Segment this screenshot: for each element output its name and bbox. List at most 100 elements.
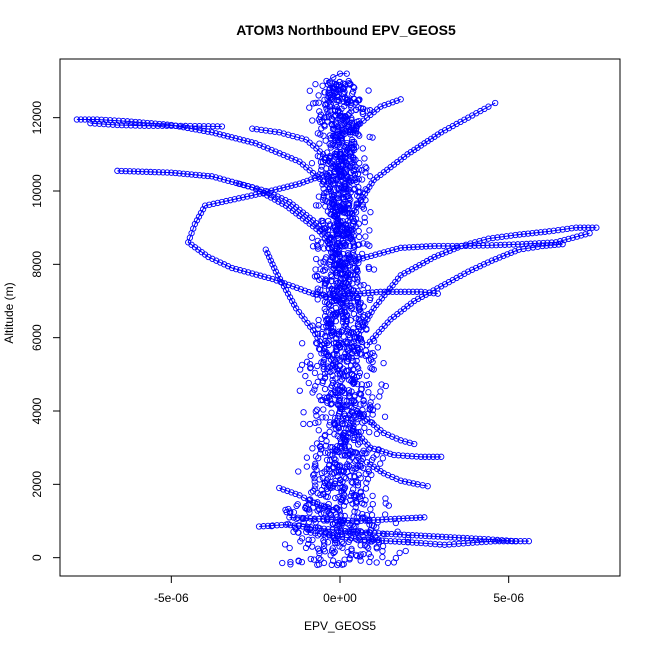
- data-point: [384, 248, 392, 255]
- data-point: [408, 514, 415, 522]
- data-point: [444, 242, 452, 250]
- data-point: [300, 420, 307, 428]
- data-point: [232, 135, 239, 142]
- data-point: [397, 477, 404, 484]
- data-point: [455, 540, 462, 547]
- data-point: [519, 241, 526, 248]
- data-point: [422, 243, 430, 250]
- data-point: [141, 122, 148, 129]
- data-point: [123, 122, 130, 129]
- data-point: [376, 393, 383, 400]
- data-point: [348, 415, 355, 422]
- data-point: [336, 266, 343, 273]
- data-point: [290, 509, 298, 516]
- data-point: [305, 518, 313, 526]
- data-point: [322, 333, 329, 340]
- data-point: [399, 452, 407, 459]
- data-point: [339, 561, 346, 568]
- data-point: [354, 482, 362, 489]
- data-point: [350, 264, 357, 272]
- data-point: [402, 547, 409, 555]
- data-point: [274, 272, 282, 279]
- data-point: [303, 177, 311, 185]
- data-point: [366, 402, 374, 409]
- data-point: [369, 349, 376, 357]
- data-point: [382, 382, 389, 390]
- data-point: [318, 125, 325, 132]
- data-point: [344, 252, 351, 259]
- data-point: [337, 86, 344, 93]
- data-point: [406, 244, 413, 251]
- data-point: [430, 533, 437, 540]
- data-point: [361, 214, 368, 221]
- data-point: [252, 140, 259, 147]
- data-point: [139, 168, 146, 175]
- data-point: [488, 242, 495, 249]
- data-point: [269, 261, 276, 268]
- data-point: [177, 122, 184, 130]
- data-point: [350, 218, 357, 225]
- data-point: [276, 484, 283, 492]
- data-point: [369, 134, 376, 141]
- data-point: [256, 141, 263, 149]
- data-point: [328, 409, 335, 416]
- data-point: [320, 360, 327, 367]
- data-point: [480, 261, 488, 268]
- data-point: [449, 242, 456, 250]
- data-point: [544, 239, 551, 246]
- data-point: [276, 150, 283, 157]
- data-point: [326, 159, 334, 166]
- data-point: [500, 252, 507, 260]
- data-point: [346, 521, 353, 529]
- data-point: [338, 129, 346, 136]
- data-point: [346, 555, 353, 562]
- data-point: [339, 162, 346, 169]
- data-point: [348, 149, 355, 156]
- data-point: [366, 405, 373, 412]
- data-point: [361, 537, 368, 544]
- data-point: [393, 475, 400, 482]
- data-point: [326, 290, 333, 297]
- data-point: [339, 189, 347, 196]
- data-point: [313, 440, 321, 447]
- data-point: [356, 323, 363, 331]
- data-point: [136, 122, 143, 129]
- data-point: [329, 521, 336, 528]
- data-point: [354, 298, 362, 306]
- data-point: [360, 400, 367, 407]
- series-1: [87, 120, 226, 130]
- data-point: [357, 390, 364, 397]
- data-point: [324, 517, 331, 524]
- data-point: [356, 369, 364, 377]
- data-point: [484, 259, 492, 266]
- data-point: [546, 228, 553, 235]
- data-point: [345, 344, 353, 351]
- data-point: [236, 267, 244, 274]
- data-point: [208, 129, 215, 136]
- data-point: [114, 167, 121, 174]
- data-point: [351, 428, 358, 435]
- data-point: [362, 169, 369, 176]
- data-point: [288, 489, 295, 496]
- data-point: [253, 126, 260, 133]
- data-point: [349, 370, 356, 378]
- data-point: [416, 261, 423, 269]
- data-point: [319, 490, 327, 498]
- data-point: [335, 197, 342, 205]
- data-point: [422, 540, 429, 547]
- data-point: [319, 196, 327, 204]
- data-point: [332, 494, 339, 502]
- data-point: [328, 332, 336, 339]
- data-point: [379, 455, 386, 462]
- data-point: [341, 309, 349, 316]
- data-point: [378, 381, 385, 388]
- data-point: [504, 251, 511, 258]
- data-point: [349, 344, 356, 351]
- data-point: [280, 151, 287, 159]
- data-point: [288, 297, 296, 305]
- data-point: [323, 438, 330, 445]
- data-point: [380, 470, 388, 477]
- data-point: [209, 255, 216, 262]
- data-point: [364, 187, 371, 194]
